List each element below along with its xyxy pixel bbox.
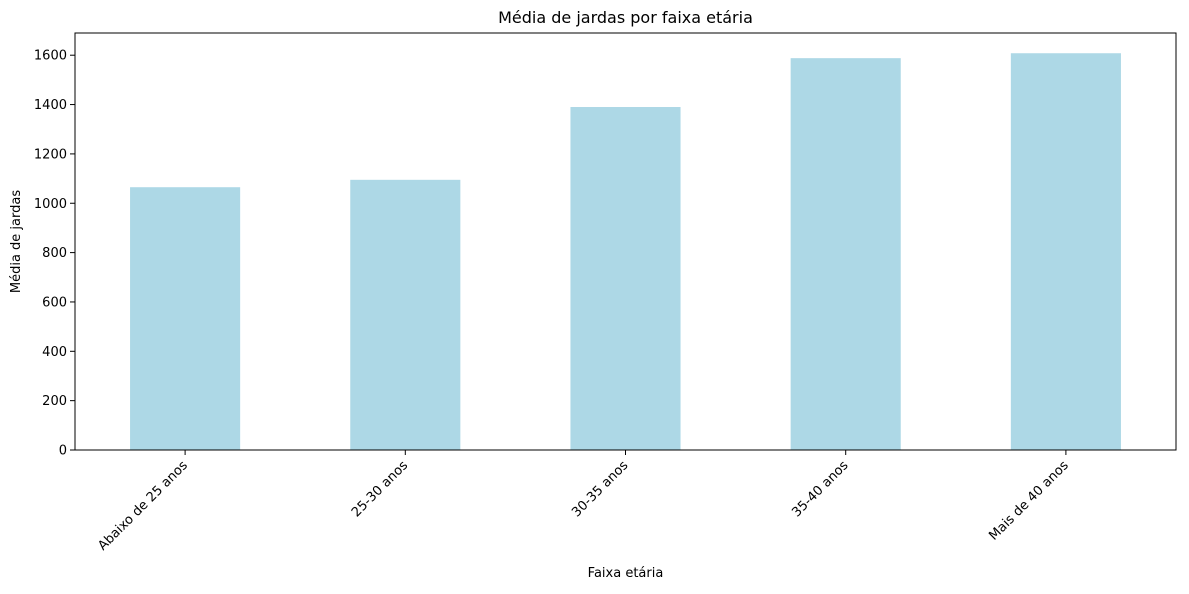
x-axis: Abaixo de 25 anos 25-30 anos 30-35 anos 35-… (95, 450, 1072, 554)
y-tick-label-2: 400 (42, 345, 67, 360)
x-tick-label-1: 25-30 anos (349, 458, 411, 520)
y-tick-label-6: 1200 (34, 147, 67, 162)
bar-4 (1010, 53, 1121, 451)
plot-frame (74, 32, 1177, 451)
y-tick-label-0: 0 (59, 444, 67, 459)
y-tick-label-1: 200 (42, 394, 67, 409)
bar-0 (130, 187, 241, 450)
x-tick-label-0: Abaixo de 25 anos (95, 458, 191, 554)
bar-2 (570, 107, 681, 450)
y-tick-label-5: 1000 (34, 197, 67, 212)
x-axis-label: Faixa etária (588, 566, 664, 581)
x-tick-label-4: Mais de 40 anos (986, 458, 1072, 544)
y-tick-label-8: 1600 (34, 49, 67, 64)
x-tick-label-3: 35-40 anos (789, 458, 851, 520)
chart-title: Média de jardas por faixa etária (498, 8, 753, 27)
y-axis: 0 200 400 600 800 1000 1200 1400 1600 (34, 49, 75, 459)
y-tick-label-3: 600 (42, 295, 67, 310)
x-tick-label-2: 30-35 anos (569, 458, 631, 520)
y-tick-label-4: 800 (42, 246, 67, 261)
bar-3 (790, 58, 901, 450)
bar-1 (350, 179, 461, 451)
y-axis-label: Média de jardas (9, 190, 24, 293)
y-tick-label-7: 1400 (34, 98, 67, 113)
bars-group (130, 53, 1121, 451)
